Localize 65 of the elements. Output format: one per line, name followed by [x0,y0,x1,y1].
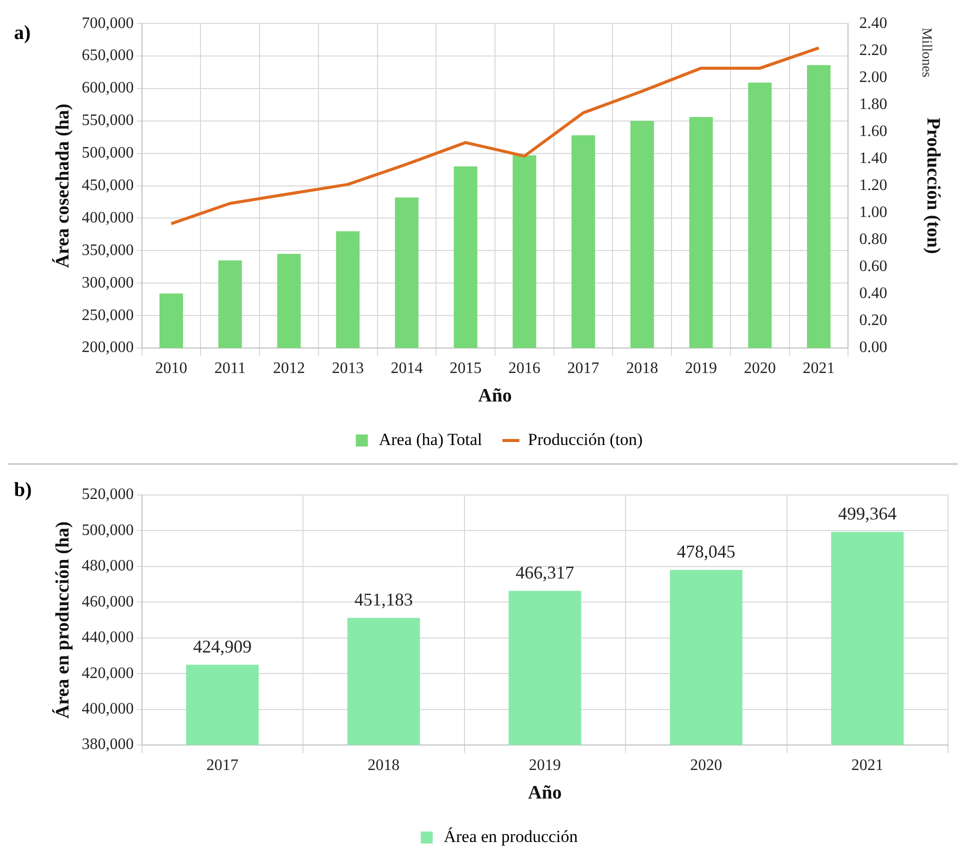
y2-tick-label: 0.40 [859,285,888,302]
x-tick-label: 2015 [450,360,482,377]
y2-tick-label: 1.00 [859,204,888,222]
y2-tick-label: 0.60 [859,258,888,276]
y-tick-label: 700,000 [82,14,134,32]
y2-tick-label: 0.00 [859,339,888,356]
text: 466,317 [516,562,574,583]
y-tick-label: 300,000 [82,274,134,292]
x-tick-label: 2017 [567,360,600,377]
y-tick-label: 250,000 [82,306,134,324]
legend-label: Producción (ton) [528,430,643,449]
text: 499,364 [838,504,897,524]
y-tick-label: 450,000 [82,177,134,194]
x-axis-title: Año [478,386,512,407]
y-tick-label: 400,000 [82,700,134,718]
text: 451,183 [354,590,413,610]
y-axis-title: Área cosechada (ha) [51,104,74,268]
x-tick-label: 2012 [272,360,305,377]
y-tick-label: 520,000 [82,486,134,504]
y-tick-label: 500,000 [82,522,134,539]
y-tick-label: 550,000 [82,112,134,130]
x-tick-label: 2013 [332,360,364,377]
y-tick-label: 440,000 [82,629,134,646]
y-tick-label: 650,000 [82,47,134,64]
y-tick-label: 380,000 [82,736,134,754]
y2-tick-label: 0.20 [859,312,888,330]
text: 424,909 [193,636,252,657]
y-tick-label: 400,000 [82,209,134,226]
text: Millones [918,28,934,78]
x-tick-label: 2017 [206,756,238,774]
x-tick-label: 2018 [368,756,400,774]
y2-tick-label: 2.40 [859,14,888,32]
y-tick-label: 420,000 [82,664,134,682]
y2-tick-label: 1.40 [859,150,888,167]
y2-tick-label: 1.60 [859,122,888,140]
y2-tick-label: 2.00 [859,68,888,86]
text: a) [14,22,31,45]
y-tick-label: 460,000 [82,593,134,610]
x-tick-label: 2019 [685,360,718,377]
x-axis-title: Año [528,782,562,804]
y-tick-label: 350,000 [82,242,134,259]
y2-tick-label: 2.20 [859,42,888,59]
x-tick-label: 2020 [744,360,776,377]
y2-tick-label: 0.80 [859,231,888,248]
legend-label: Área en producción [444,826,578,846]
x-tick-label: 2014 [390,360,423,377]
x-tick-label: 2016 [508,360,540,377]
y-tick-label: 200,000 [82,339,134,356]
legend-label: Area (ha) Total [378,430,482,449]
x-tick-label: 2021 [802,360,835,377]
y2-tick-label: 1.20 [859,177,888,194]
x-tick-label: 2019 [528,756,561,774]
y-axis-title: Área en producción (ha) [51,521,74,719]
text: 478,045 [676,542,736,562]
x-tick-label: 2020 [690,756,722,774]
y2-tick-label: 1.80 [859,96,888,113]
x-tick-label: 2018 [626,360,658,377]
y-tick-label: 600,000 [82,80,134,97]
text: b) [14,479,32,502]
x-tick-label: 2011 [214,360,246,377]
x-tick-label: 2010 [155,360,188,377]
y-tick-label: 480,000 [82,558,134,575]
y2-axis-title: Producción (ton) [922,118,944,254]
x-tick-label: 2021 [851,756,884,774]
y-tick-label: 500,000 [82,144,134,162]
